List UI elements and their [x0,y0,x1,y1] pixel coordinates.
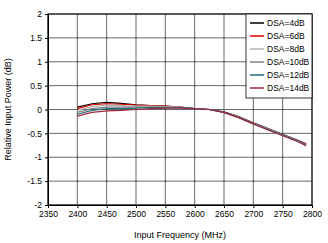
y-tick: -1 [34,152,48,162]
plot-area: 2350 2400 2450 2500 2550 2600 2650 2700 2750 2800… [27,9,322,219]
tick-label: 2650 [215,209,234,219]
legend-swatch [250,22,264,24]
legend-label: DSA=10dB [267,57,310,67]
series-line [77,105,306,145]
legend-swatch [250,61,264,63]
plot-frame [48,14,312,205]
tick-label: -0.5 [27,129,42,139]
y-tick: -2 [34,200,48,210]
legend-label: DSA=8dB [267,44,305,54]
y-axis: -2 -1.5 -1 -0.5 0 0.5 1 1.5 2 [27,9,48,210]
grid-line [48,133,312,134]
series-line [77,104,306,145]
y-tick: 1.5 [30,33,48,43]
x-tick: 2750 [274,205,293,219]
y-tick: 0 [37,105,48,115]
tick-label: 2 [37,9,42,19]
x-tick: 2450 [98,205,117,219]
legend-label: DSA=4dB [267,18,305,28]
tick-label: 1 [37,57,42,67]
series-line [77,107,306,145]
tick-label: -1 [34,152,42,162]
y-tick: 0.5 [30,81,48,91]
x-tick: 2600 [186,205,205,219]
y-tick: 1 [37,57,48,67]
legend-swatch [250,35,264,37]
tick-label: 2400 [68,209,87,219]
x-tick: 2400 [68,205,87,219]
legend: DSA=4dB DSA=6dB DSA=8dB DSA=10dB DSA=12dB DSA… [246,14,312,98]
tick-label: 2600 [186,209,205,219]
legend-label: DSA=12dB [267,70,310,80]
tick-label: -1.5 [27,176,42,186]
x-tick: 2700 [244,205,263,219]
series-group [77,102,306,145]
tick-label: 2700 [244,209,263,219]
x-tick: 2500 [127,205,146,219]
tick-label: 2550 [156,209,175,219]
tick-label: 0.5 [30,81,42,91]
y-tick: -0.5 [27,129,48,139]
legend-label: DSA=14dB [267,83,310,93]
x-tick: 2550 [156,205,175,219]
tick-label: -2 [34,200,42,210]
x-axis-title: Input Frequency (MHz) [134,230,226,240]
y-axis-title: Relative Input Power (dB) [3,58,13,161]
legend-swatch [250,74,264,76]
tick-label: 2450 [98,209,117,219]
x-tick: 2800 [303,205,322,219]
legend-swatch [250,48,264,50]
tick-label: 2350 [39,209,58,219]
x-axis: 2350 2400 2450 2500 2550 2600 2650 2700 2750 2800 [39,205,322,219]
series-line [77,108,306,146]
grid-line [48,181,312,182]
chart: 2350 2400 2450 2500 2550 2600 2650 2700 2750 2800… [0,0,328,243]
tick-label: 1.5 [30,33,42,43]
y-tick: 2 [37,9,48,19]
grid [48,14,312,205]
tick-label: 0 [37,105,42,115]
series-line [77,108,306,146]
x-tick: 2650 [215,205,234,219]
grid-line [48,157,312,158]
legend-swatch [250,87,264,89]
legend-box [246,14,312,98]
tick-label: 2800 [303,209,322,219]
tick-label: 2500 [127,209,146,219]
tick-label: 2750 [274,209,293,219]
y-tick: -1.5 [27,176,48,186]
legend-label: DSA=6dB [267,31,305,41]
